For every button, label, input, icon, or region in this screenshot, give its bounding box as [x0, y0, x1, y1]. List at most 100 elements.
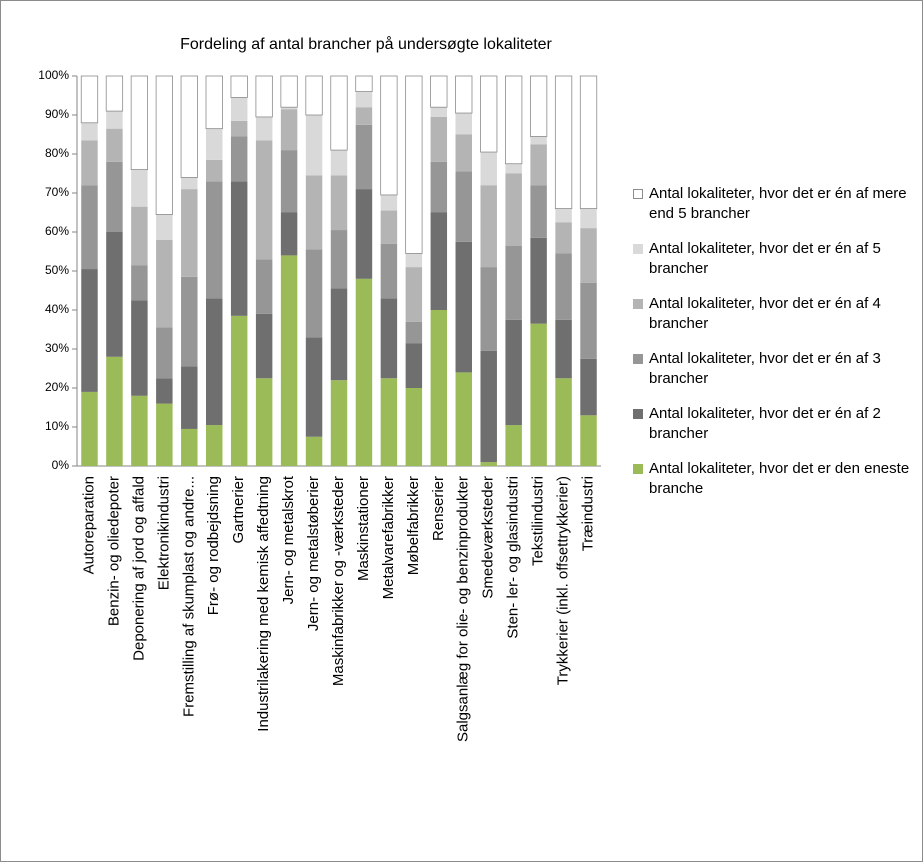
bar-segment [580, 358, 597, 416]
bar-segment [380, 75, 398, 196]
x-tick-label: Autoreparation [80, 476, 97, 574]
bar-segment [530, 237, 547, 324]
bar-segment [206, 298, 223, 426]
legend-swatch [633, 189, 643, 199]
bar-segment [180, 75, 198, 178]
legend-swatch [633, 409, 643, 419]
y-tick-label: 40% [45, 302, 69, 316]
bar-segment [455, 134, 472, 172]
bar-segment [106, 232, 123, 357]
bar-segment [405, 388, 423, 466]
bar-segment [355, 124, 373, 190]
bar-segment [230, 181, 248, 316]
bar-segment [305, 337, 323, 437]
bar-segment [81, 122, 98, 141]
bar-segment [555, 222, 572, 254]
bar-segment [430, 107, 448, 117]
bar-segment [480, 462, 497, 466]
bar-segment [555, 319, 572, 379]
bar-segment [81, 269, 98, 392]
y-tick-label: 60% [45, 224, 69, 238]
bar-segment [305, 249, 323, 338]
legend-label: Antal lokaliteter, hvor det er én af 4 b… [649, 295, 881, 332]
bar-segment [255, 313, 273, 379]
x-tick-label: Gartnerier [230, 476, 247, 544]
bar-segment [156, 239, 173, 328]
bar-segment [405, 75, 423, 254]
bar-segment [230, 120, 248, 137]
y-tick-label: 0% [52, 458, 70, 472]
bar-segment [255, 140, 273, 260]
x-tick-label: Træindustri [579, 476, 596, 551]
x-tick-label: Renserier [430, 476, 447, 541]
bar-segment [255, 116, 273, 141]
bar-segment [380, 210, 398, 244]
bar-segment [280, 212, 298, 256]
bar-segment [106, 128, 123, 162]
bar-segment [405, 343, 423, 388]
bar-segment [505, 245, 522, 320]
y-tick-label: 20% [45, 380, 69, 394]
legend-label: Antal lokaliteter, hvor det er én af mer… [649, 185, 907, 222]
y-tick-label: 30% [45, 341, 69, 355]
bar-segment [380, 298, 398, 379]
bar-segment [130, 75, 149, 170]
bar-segment [580, 415, 597, 466]
bar-segment [405, 321, 423, 344]
legend-swatch [633, 464, 643, 474]
bar-segment [480, 267, 497, 351]
bar-segment [455, 113, 472, 135]
bar-segment [280, 109, 298, 151]
legend-label: Antal lokaliteter, hvor det er én af 2 b… [649, 405, 881, 442]
bar-segment [230, 315, 248, 466]
x-tick-label: Jern- og metalstøberier [305, 476, 322, 631]
bar-segment [131, 395, 148, 466]
bar-segment [81, 140, 98, 186]
bar-segment [355, 91, 373, 108]
legend-swatch [633, 299, 643, 309]
x-tick-label: Salgsanlæg for olie- og benzinprodukter [455, 476, 472, 742]
bar-segment [580, 208, 597, 229]
bar-segment [181, 428, 198, 466]
bar-segment [505, 319, 522, 426]
bar-segment [280, 107, 298, 110]
legend-item: Antal lokaliteter, hvor det er én af 3 b… [633, 349, 918, 389]
bar-segment [280, 255, 298, 466]
bar-segment [530, 323, 547, 466]
y-tick-label: 100% [38, 68, 69, 82]
x-tick-label: Benzin- og oliedepoter [105, 476, 122, 626]
bar-segment [380, 194, 398, 211]
bar-segment [206, 181, 223, 299]
legend-label: Antal lokaliteter, hvor det er den enest… [649, 460, 910, 497]
bar-segment [131, 206, 148, 266]
bar-segment [330, 288, 348, 381]
bar-segment [380, 243, 398, 299]
bar-segment [230, 97, 248, 121]
bar-segment [530, 144, 547, 186]
bar-segment [206, 128, 223, 160]
bar-segment [529, 75, 548, 137]
bar-segment [81, 391, 98, 466]
bar-segment [555, 208, 572, 223]
bar-segment [405, 253, 423, 268]
x-tick-label: Frø- og rodbejdsning [205, 476, 222, 615]
bar-segment [355, 278, 373, 466]
x-tick-label: Deponering af jord og affald [130, 476, 147, 661]
bar-segment [380, 378, 398, 466]
y-tick-label: 10% [45, 419, 69, 433]
x-tick-label: Industrilakering med kemisk affedtning [255, 476, 272, 732]
bar-segment [554, 75, 573, 210]
y-tick-label: 70% [45, 185, 69, 199]
bar-segment [455, 171, 472, 242]
legend-label: Antal lokaliteter, hvor det er én af 5 b… [649, 240, 881, 277]
y-tick-label: 50% [45, 263, 69, 277]
bar-segment [579, 75, 598, 210]
bar-segment [480, 75, 498, 153]
bar-segment [305, 115, 323, 176]
legend: Antal lokaliteter, hvor det er én af mer… [633, 184, 918, 514]
bar-segment [430, 116, 448, 162]
bar-segment [156, 403, 173, 466]
x-tick-label: Fremstilling af skumplast og andre... [180, 476, 197, 717]
bar-segment [480, 185, 497, 268]
